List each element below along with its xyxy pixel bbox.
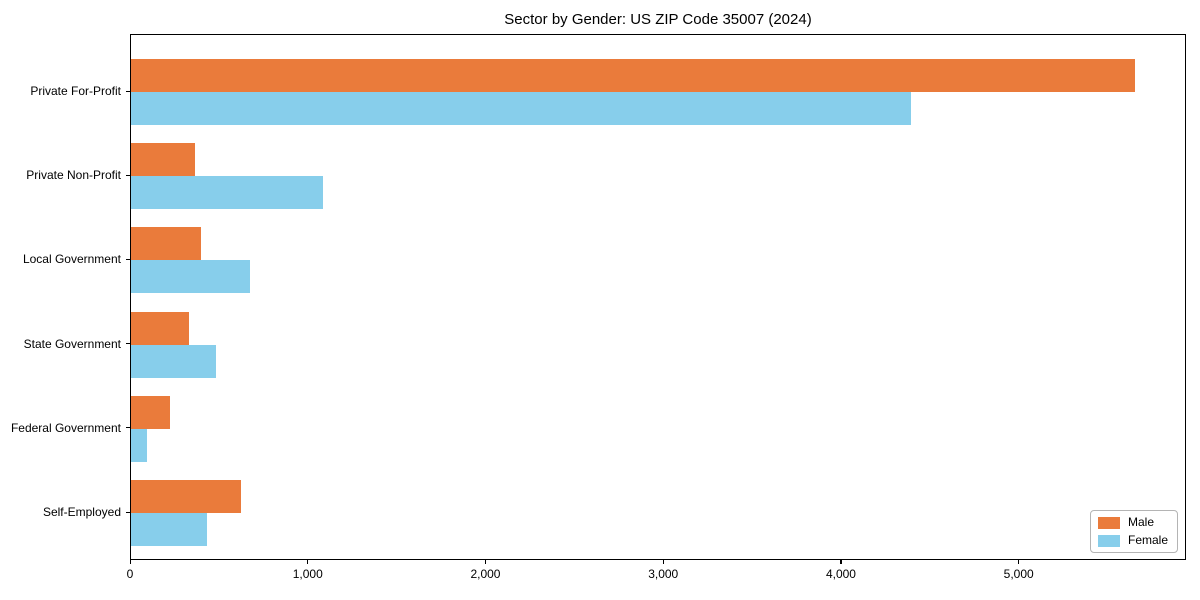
legend-item-male: Male	[1097, 515, 1168, 529]
ytick-label-local-government: Local Government	[22, 252, 121, 267]
ytick-mark-federal-government	[126, 427, 130, 429]
ytick-mark-state-government	[126, 343, 130, 345]
chart-title: Sector by Gender: US ZIP Code 35007 (202…	[504, 11, 812, 28]
ytick-label-federal-government: Federal Government	[10, 420, 121, 435]
xtick-label-5000: 5,000	[1003, 567, 1034, 581]
legend-swatch-male	[1097, 516, 1120, 529]
xtick-label-1000: 1,000	[292, 567, 323, 581]
bar-female-self-employed	[131, 513, 207, 546]
legend-item-female: Female	[1097, 533, 1168, 547]
xtick-label-4000: 4,000	[825, 567, 856, 581]
ytick-label-private-non-profit: Private Non-Profit	[26, 168, 121, 183]
xtick-label-0: 0	[126, 567, 134, 581]
xtick-label-3000: 3,000	[648, 567, 679, 581]
xtick-mark-2000	[484, 560, 487, 564]
ytick-label-state-government: State Government	[23, 336, 121, 351]
xtick-label-2000: 2,000	[470, 567, 501, 581]
bar-male-self-employed	[131, 480, 241, 513]
legend-swatch-female	[1097, 534, 1120, 547]
bar-female-private-for-profit	[131, 92, 911, 125]
legend: Male Female	[1089, 510, 1178, 553]
bar-male-federal-government	[131, 395, 170, 429]
ytick-label-self-employed: Self-Employed	[42, 505, 121, 519]
ytick-mark-private-for-profit	[126, 90, 130, 92]
xtick-mark-3000	[662, 560, 664, 564]
bar-female-local-government	[131, 260, 250, 294]
bar-female-federal-government	[131, 428, 147, 462]
bar-male-private-non-profit	[131, 143, 195, 177]
plot-area: Male Female	[130, 34, 1186, 560]
legend-label-male: Male	[1127, 515, 1154, 529]
xtick-mark-1000	[307, 560, 309, 564]
bar-male-state-government	[131, 311, 189, 345]
xtick-mark-5000	[1018, 560, 1020, 564]
ytick-mark-local-government	[126, 258, 130, 261]
xtick-mark-0	[129, 560, 131, 564]
bar-female-state-government	[131, 344, 216, 378]
ytick-label-private-for-profit: Private For-Profit	[30, 84, 121, 98]
bar-female-private-non-profit	[131, 176, 323, 210]
bar-male-private-for-profit	[131, 59, 1135, 92]
ytick-mark-private-non-profit	[126, 174, 130, 176]
legend-label-female: Female	[1127, 533, 1168, 547]
ytick-mark-self-employed	[126, 511, 130, 513]
bar-male-local-government	[131, 227, 201, 261]
xtick-mark-4000	[840, 560, 842, 564]
